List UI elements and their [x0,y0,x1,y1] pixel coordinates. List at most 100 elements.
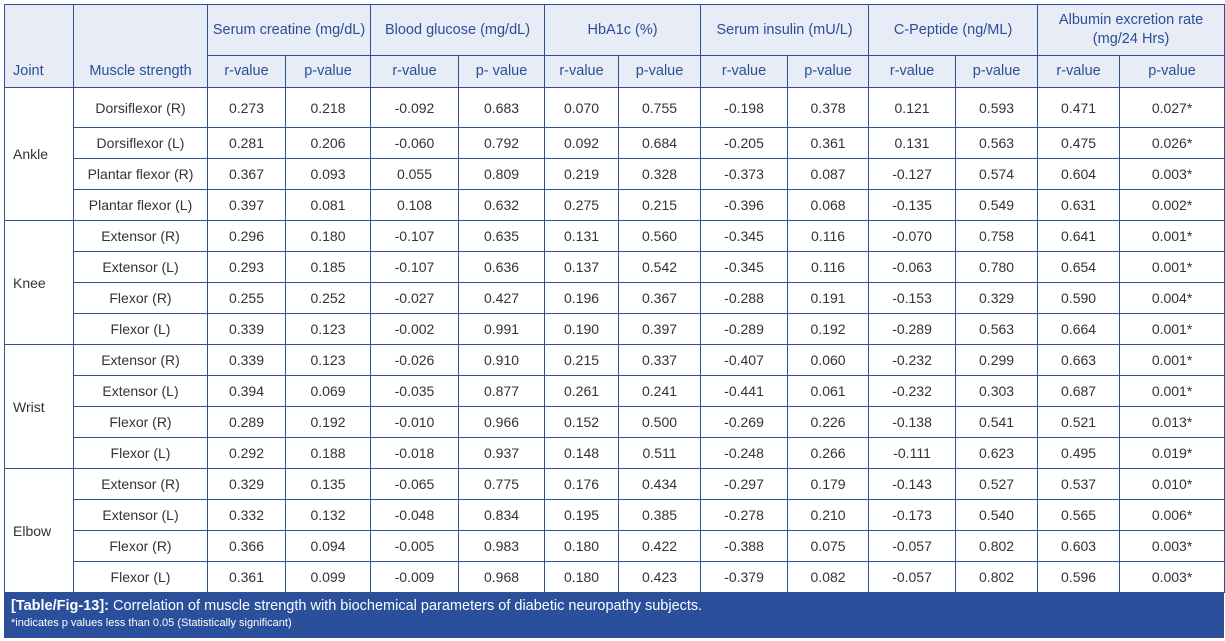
r-value-cell: -0.153 [868,282,957,314]
r-value-cell: -0.396 [700,189,789,221]
joint-cell: Elbow [4,468,74,593]
r-value-cell: 0.131 [868,127,957,159]
r-value-cell: -0.441 [700,375,789,407]
p-value-cell: 0.002* [1119,189,1225,221]
header-joint: Joint [4,4,74,88]
p-value-cell: 0.252 [285,282,371,314]
p-value-cell: 0.082 [787,561,870,593]
p-value-cell: 0.834 [457,499,546,531]
p-value-cell: 0.123 [285,313,371,345]
r-value-cell: 0.289 [207,406,286,438]
p-value-cell: 0.337 [618,344,702,376]
p-value-cell: 0.068 [787,189,870,221]
r-value-cell: -0.232 [868,344,957,376]
r-value-cell: 0.590 [1037,282,1121,314]
r-value-cell: 0.332 [207,499,286,531]
r-value-cell: 0.495 [1037,437,1121,469]
r-value-cell: -0.288 [700,282,789,314]
r-value-cell: 0.565 [1037,499,1121,531]
header-group: Blood glucose (mg/dL) [369,4,546,56]
r-value-cell: 0.121 [868,87,957,128]
p-value-cell: 0.001* [1119,251,1225,283]
table-row: Extensor (L) 0.293 0.185 -0.107 0.636 0.137 0.… [5,251,1225,283]
p-value-cell: 0.116 [787,251,870,283]
p-value-cell: 0.001* [1119,375,1225,407]
r-value-cell: 0.108 [370,189,459,221]
table-row: Plantar flexor (L) 0.397 0.081 0.108 0.632 0.… [5,189,1225,221]
p-value-cell: 0.563 [955,127,1039,159]
r-value-cell: -0.026 [370,344,459,376]
p-value-cell: 0.303 [955,375,1039,407]
muscle-cell: Plantar flexor (L) [73,189,208,221]
r-value-cell: 0.361 [207,561,286,593]
p-value-cell: 0.179 [787,468,870,500]
p-value-cell: 0.968 [457,561,546,593]
p-value-cell: 0.027* [1119,87,1225,128]
r-value-cell: -0.092 [370,87,459,128]
r-value-cell: -0.107 [370,220,459,252]
p-value-cell: 0.549 [955,189,1039,221]
p-value-cell: 0.132 [285,499,371,531]
r-value-cell: 0.687 [1037,375,1121,407]
r-value-cell: -0.173 [868,499,957,531]
r-value-cell: 0.366 [207,530,286,562]
caption-label: [Table/Fig-13]: [11,598,110,614]
r-value-cell: 0.631 [1037,189,1121,221]
caption-text: Correlation of muscle strength with bioc… [109,598,703,614]
r-value-cell: 0.367 [207,158,286,190]
muscle-cell: Flexor (L) [73,313,208,345]
p-value-cell: 0.809 [457,158,546,190]
caption-note: *indicates p values less than 0.05 (Stat… [11,617,292,629]
p-value-cell: 0.266 [787,437,870,469]
header-p-value: p-value [955,55,1039,88]
r-value-cell: 0.475 [1037,127,1121,159]
p-value-cell: 0.010* [1119,468,1225,500]
r-value-cell: 0.148 [544,437,620,469]
p-value-cell: 0.026* [1119,127,1225,159]
p-value-cell: 0.001* [1119,344,1225,376]
header-r-value: r-value [544,55,620,88]
r-value-cell: -0.232 [868,375,957,407]
r-value-cell: 0.641 [1037,220,1121,252]
r-value-cell: 0.596 [1037,561,1121,593]
header-r-value: r-value [868,55,957,88]
p-value-cell: 0.003* [1119,530,1225,562]
header-r-value: r-value [700,55,789,88]
r-value-cell: 0.397 [207,189,286,221]
p-value-cell: 0.378 [787,87,870,128]
p-value-cell: 0.188 [285,437,371,469]
p-value-cell: 0.093 [285,158,371,190]
correlation-table: Joint Muscle strength Serum creatine (mg… [4,4,1225,593]
r-value-cell: 0.273 [207,87,286,128]
p-value-cell: 0.328 [618,158,702,190]
p-value-cell: 0.123 [285,344,371,376]
r-value-cell: -0.127 [868,158,957,190]
r-value-cell: 0.537 [1037,468,1121,500]
p-value-cell: 0.215 [618,189,702,221]
muscle-cell: Extensor (L) [73,375,208,407]
r-value-cell: -0.345 [700,251,789,283]
header-group: Albumin excretion rate (mg/24 Hrs) [1037,4,1225,56]
p-value-cell: 0.574 [955,158,1039,190]
r-value-cell: -0.009 [370,561,459,593]
muscle-cell: Flexor (R) [73,282,208,314]
table-body: Ankle Dorsiflexor (R) 0.273 0.218 -0.092 0.68… [4,87,1225,593]
r-value-cell: -0.138 [868,406,957,438]
p-value-cell: 0.192 [787,313,870,345]
p-value-cell: 0.006* [1119,499,1225,531]
header-group: HbA1c (%) [544,4,702,56]
p-value-cell: 0.116 [787,220,870,252]
p-value-cell: 0.003* [1119,561,1225,593]
p-value-cell: 0.001* [1119,313,1225,345]
muscle-cell: Flexor (L) [73,561,208,593]
r-value-cell: -0.143 [868,468,957,500]
p-value-cell: 0.991 [457,313,546,345]
p-value-cell: 0.075 [787,530,870,562]
p-value-cell: 0.069 [285,375,371,407]
r-value-cell: 0.329 [207,468,286,500]
p-value-cell: 0.004* [1119,282,1225,314]
muscle-cell: Plantar flexor (R) [73,158,208,190]
p-value-cell: 0.758 [955,220,1039,252]
r-value-cell: 0.180 [544,561,620,593]
r-value-cell: 0.654 [1037,251,1121,283]
